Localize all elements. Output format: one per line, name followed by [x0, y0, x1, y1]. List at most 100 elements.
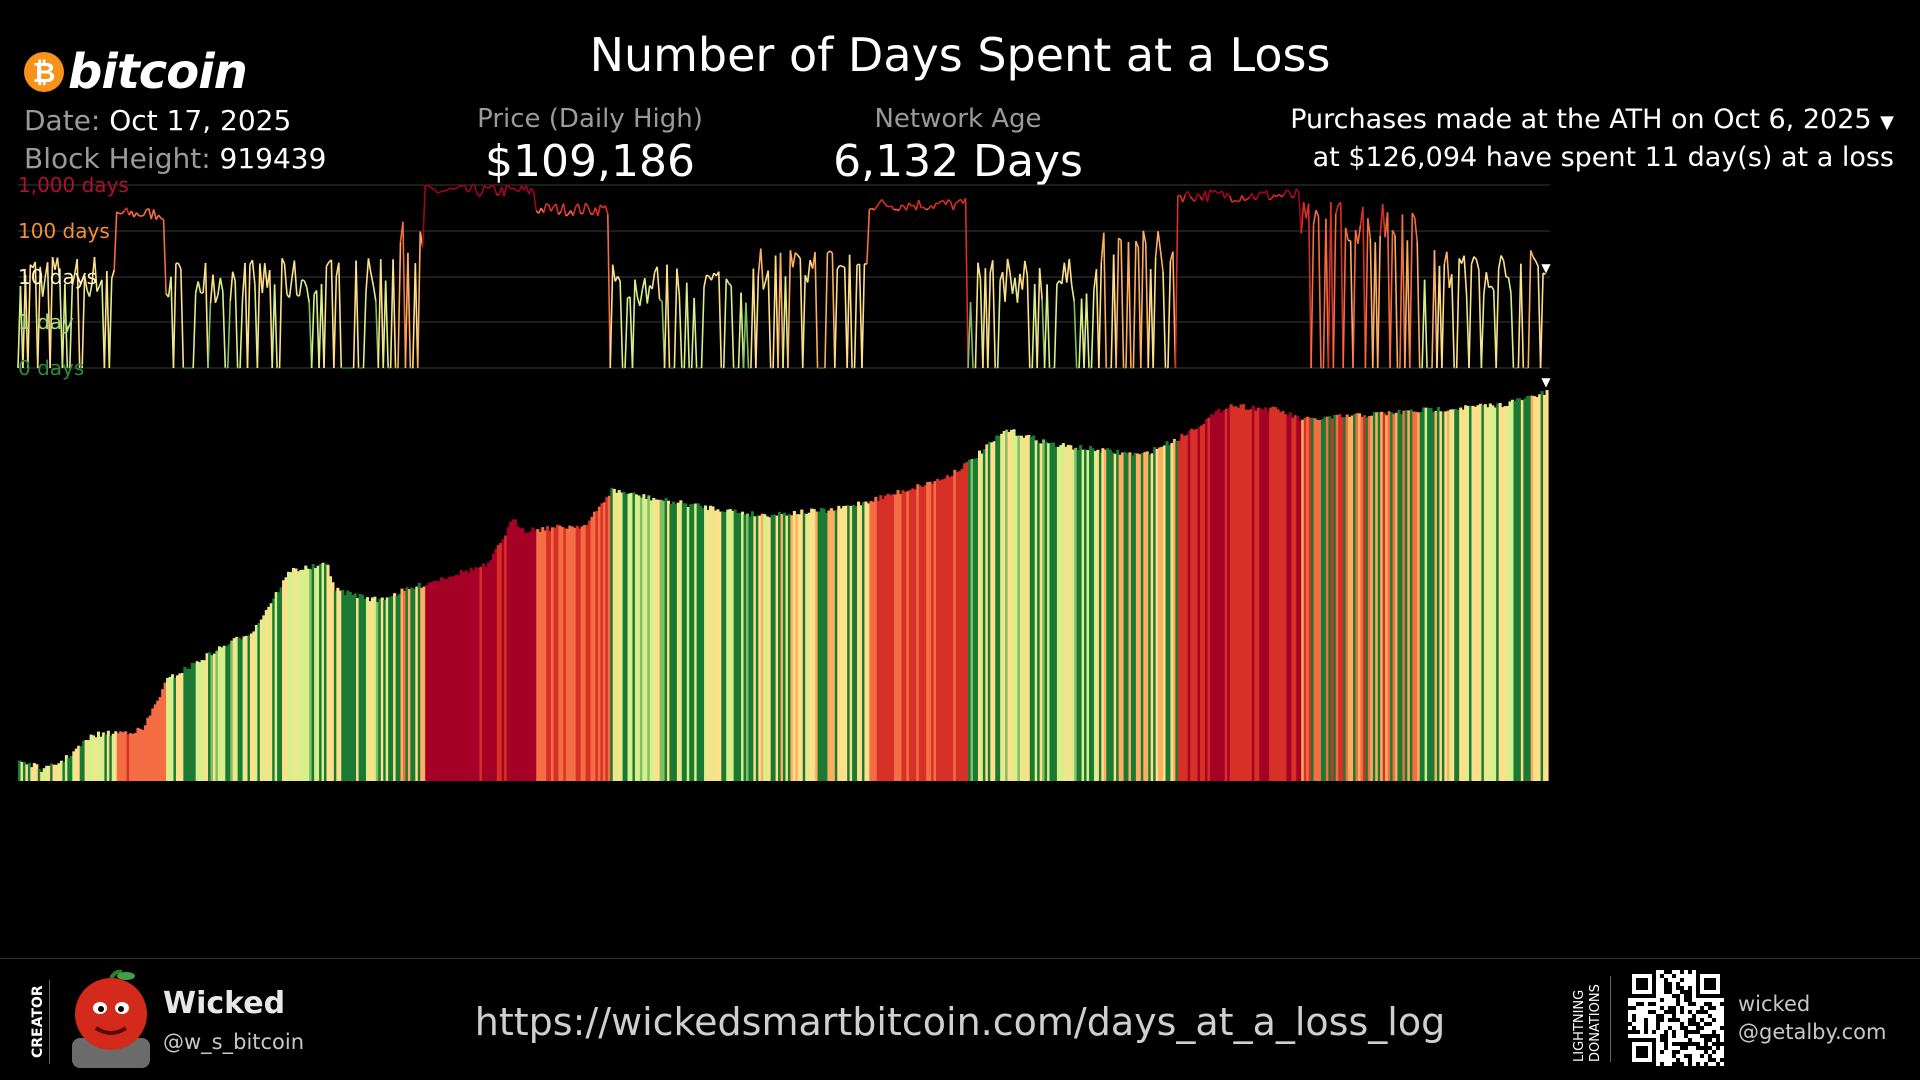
price-bar	[815, 511, 819, 781]
price-bar	[338, 590, 342, 781]
price-bar	[420, 587, 424, 781]
price-bar	[511, 519, 515, 781]
price-bar	[824, 512, 829, 781]
days-line-segment	[759, 248, 765, 290]
days-line-segment	[858, 264, 863, 369]
days-line-segment	[1357, 225, 1362, 244]
days-line-segment	[1090, 289, 1095, 369]
days-line-segment	[27, 264, 32, 369]
days-line-segment	[432, 188, 436, 191]
qr-module	[1672, 1006, 1676, 1010]
price-bar	[923, 485, 927, 781]
qr-module	[1692, 1002, 1696, 1006]
days-line-segment	[1371, 242, 1377, 369]
qr-module	[1632, 1030, 1636, 1034]
price-bar	[1382, 412, 1386, 781]
price-bar	[504, 535, 508, 781]
qr-module	[1672, 1010, 1676, 1014]
price-bar	[20, 761, 24, 781]
qr-module	[1656, 1018, 1660, 1022]
qr-module	[1660, 998, 1664, 1002]
days-line-segment	[908, 202, 912, 207]
days-line-segment	[755, 275, 760, 369]
days-line-segment	[1438, 265, 1443, 369]
qr-module	[1692, 1022, 1696, 1026]
qr-module	[1632, 1006, 1636, 1010]
price-bar	[1227, 407, 1231, 781]
price-bar	[291, 567, 295, 781]
price-bar	[212, 653, 217, 781]
qr-module	[1632, 1018, 1636, 1022]
price-bar	[464, 570, 468, 781]
qr-module	[1720, 1002, 1724, 1006]
price-bar	[1501, 407, 1505, 781]
qr-module	[1712, 1050, 1716, 1054]
qr-module	[1688, 1010, 1692, 1014]
qr-module	[1700, 1006, 1704, 1010]
qr-module	[1652, 1030, 1656, 1034]
qr-module	[1696, 1042, 1700, 1046]
qr-code-icon[interactable]	[1628, 970, 1724, 1066]
price-bar	[1464, 405, 1468, 781]
price-bar	[642, 494, 646, 781]
days-line-segment	[646, 285, 651, 304]
price-bar	[760, 513, 764, 781]
creator-handle: @w_s_bitcoin	[163, 1030, 305, 1054]
days-line-segment	[1246, 196, 1250, 200]
price-bar	[449, 576, 453, 781]
price-bar	[1451, 409, 1455, 781]
days-line-segment	[488, 184, 493, 189]
days-line-segment	[234, 280, 239, 369]
price-bar	[600, 503, 604, 781]
price-bar	[336, 587, 340, 781]
price-bar	[106, 730, 110, 781]
days-line-segment	[1046, 284, 1051, 369]
days-line-segment	[952, 202, 957, 211]
days-line-segment	[226, 301, 232, 369]
days-line-segment	[1455, 258, 1460, 369]
price-bar	[832, 510, 836, 781]
days-line-segment	[17, 285, 22, 369]
qr-module	[1700, 1034, 1704, 1038]
price-bar	[92, 735, 96, 781]
days-line-segment	[1206, 189, 1211, 203]
qr-module	[1708, 1046, 1712, 1050]
price-bar	[1535, 397, 1539, 781]
price-bar	[531, 527, 535, 781]
qr-module	[1668, 970, 1672, 974]
price-bar	[457, 575, 461, 781]
price-bar	[200, 659, 204, 781]
price-bar	[1079, 445, 1083, 781]
price-bar	[620, 492, 624, 781]
qr-module	[1712, 1034, 1716, 1038]
days-line-segment	[814, 252, 819, 369]
qr-module	[1676, 994, 1680, 998]
source-url[interactable]: https://wickedsmartbitcoin.com/days_at_a…	[474, 1000, 1446, 1044]
price-bar	[733, 509, 737, 781]
price-bar	[871, 501, 875, 781]
price-bar	[1204, 418, 1209, 781]
price-bar	[896, 490, 900, 781]
days-line-segment	[59, 282, 64, 369]
qr-module	[1668, 990, 1672, 994]
price-bar	[711, 506, 715, 781]
price-bar	[178, 673, 182, 781]
price-bar	[884, 495, 888, 781]
price-bar	[543, 530, 547, 781]
qr-module	[1708, 1058, 1712, 1062]
price-bar	[247, 635, 251, 781]
price-bar	[918, 485, 922, 781]
price-bar	[1084, 449, 1088, 781]
price-bar	[889, 495, 893, 781]
price-bar	[55, 764, 59, 781]
price-bar	[126, 734, 130, 781]
donation-divider	[1610, 976, 1611, 1062]
days-line-segment	[1500, 255, 1505, 262]
price-bar	[1476, 405, 1480, 781]
price-bar	[1224, 408, 1228, 781]
days-line-segment	[1300, 202, 1305, 234]
price-bar	[985, 444, 989, 781]
price-bar	[995, 435, 999, 781]
price-bar	[1353, 413, 1357, 781]
days-line-segment	[81, 275, 86, 369]
